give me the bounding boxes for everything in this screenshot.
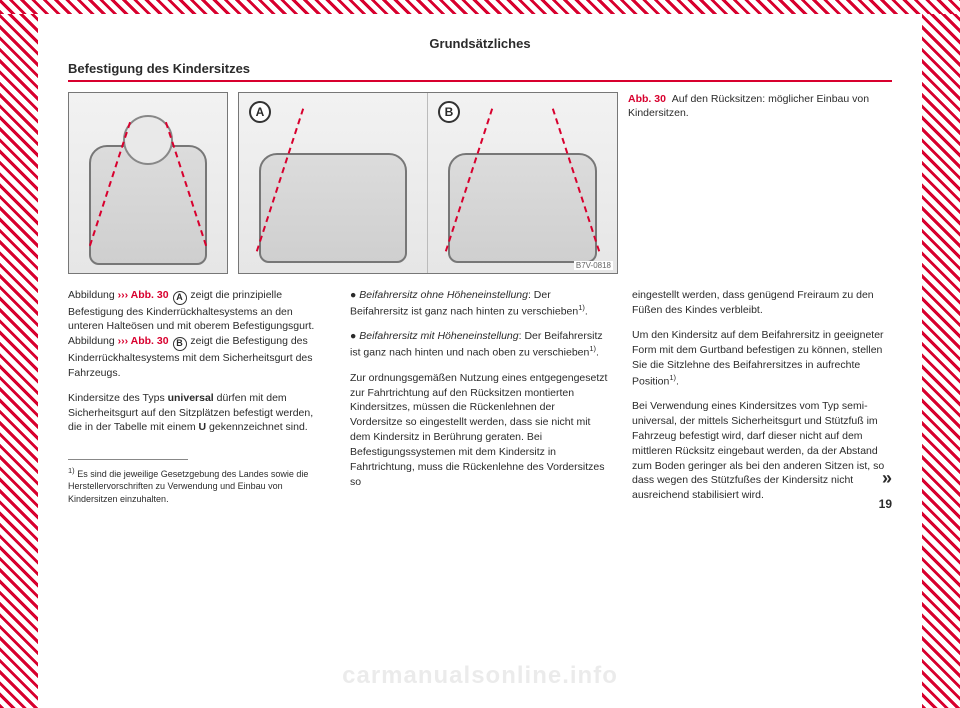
figure-variant-b: B [428,93,617,273]
section-title: Befestigung des Kindersitzes [68,61,892,76]
footnote-ref: 1) [589,344,596,353]
figure-reference: ››› Abb. 30 [118,289,169,301]
decor-hatch-top [0,0,960,14]
body-columns: Abbildung ››› Abb. 30 A zeigt die prinzi… [68,288,892,513]
inline-badge-b: B [173,337,187,351]
paragraph: Um den Kindersitz auf dem Beifahrersitz … [632,328,892,389]
paragraph: Zur ordnungsgemäßen Nutzung eines entgeg… [350,371,610,490]
text: gekennzeichnet sind. [206,421,308,433]
paragraph: Abbildung ››› Abb. 30 A zeigt die prinzi… [68,288,328,381]
text: Bei Verwendung eines Kindersitzes vom Ty… [632,400,884,501]
column-3: eingestellt werden, dass genügend Freira… [632,288,892,513]
text: eingestellt werden, dass genügend Freira… [632,289,874,316]
chapter-title: Grundsätzliches [68,36,892,51]
section-rule [68,80,892,82]
footnote: 1) Es sind die jeweilige Gesetzgebung de… [68,466,328,504]
continuation-marker: » [882,466,892,492]
footnote-text: Es sind die jeweilige Gesetzgebung des L… [68,469,308,503]
figure-variant-a: A [239,93,428,273]
text-bold: universal [168,392,214,404]
bullet-item: ● Beifahrersitz ohne Höheneinstellung: D… [350,288,610,319]
paragraph: Kindersitze des Typs universal dürfen mi… [68,391,328,436]
inline-badge-a: A [173,291,187,305]
figure-code: B7V-0818 [574,261,613,270]
page: Grundsätzliches Befestigung des Kindersi… [0,0,960,708]
paragraph: eingestellt werden, dass genügend Freira… [632,288,892,318]
text: Zur ordnungsgemäßen Nutzung eines entgeg… [350,372,607,488]
text-italic: Beifahrersitz mit Höheneinstellung [359,330,518,342]
paragraph: Bei Verwendung eines Kindersitzes vom Ty… [632,399,892,503]
footnote-ref: 1) [578,303,585,312]
text: Kindersitze des Typs [68,392,168,404]
column-1: Abbildung ››› Abb. 30 A zeigt die prinzi… [68,288,328,513]
column-2: ● Beifahrersitz ohne Höheneinstellung: D… [350,288,610,513]
text: Abbildung [68,289,118,301]
figure-reference: ››› Abb. 30 [118,335,169,347]
footnote-rule [68,459,188,460]
figure-badge-a: A [249,101,271,123]
footnote-ref: 1) [669,373,676,382]
figure-mounting-variants: A B B7V-0818 [238,92,618,274]
figure-badge-b: B [438,101,460,123]
bullet-item: ● Beifahrersitz mit Höheneinstellung: De… [350,329,610,360]
decor-hatch-right [922,0,960,708]
figure-caption-label: Abb. 30 [628,93,666,105]
figure-row: A B B7V-0818 Abb. 30 Auf den Rücksitzen:… [68,92,892,274]
text-bold: U [199,421,207,433]
figure-child-in-seat [68,92,228,274]
page-number: 19 [879,496,892,513]
figure-caption: Abb. 30 Auf den Rücksitzen: möglicher Ei… [628,92,878,120]
footnote-marker: 1) [68,466,75,475]
content-area: Grundsätzliches Befestigung des Kindersi… [68,36,892,684]
decor-hatch-left [0,0,38,708]
text-italic: Beifahrersitz ohne Höheneinstellung [359,289,528,301]
